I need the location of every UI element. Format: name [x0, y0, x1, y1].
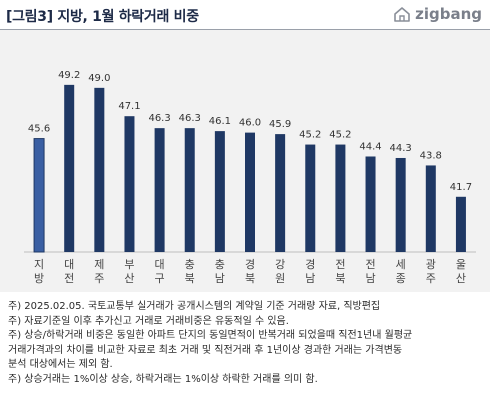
bar-highlight	[33, 138, 45, 253]
bar	[64, 84, 75, 252]
footnote-line: 주) 자료기준일 이후 추가신고 거래로 거래비중은 유동적일 수 있음.	[8, 315, 289, 327]
data-label: 45.2	[299, 130, 321, 141]
bar	[365, 156, 376, 252]
data-label: 46.0	[239, 118, 261, 129]
house-outline-icon	[394, 7, 410, 22]
bar	[455, 196, 466, 252]
data-label: 49.2	[58, 70, 80, 81]
bar	[275, 134, 286, 252]
data-label: 45.2	[329, 130, 351, 141]
footnote-line: 거래가격과의 차이를 비교한 자료로 최초 거래 및 직전거래 후 1년이상 경…	[8, 344, 403, 356]
bar	[425, 165, 436, 252]
data-label: 45.9	[269, 119, 291, 130]
zigbang-logo: zigbang	[393, 5, 482, 23]
data-label: 45.6	[28, 124, 50, 135]
footnote-line: 주) 상승/하락거래 비중은 동일한 아파트 단지의 동일면적이 반복거래 되었…	[8, 330, 413, 342]
data-label: 46.1	[209, 116, 231, 127]
bar	[184, 128, 195, 252]
footnote-line: 주) 2025.02.05. 국토교통부 실거래가 공개시스템의 계약일 기준 …	[8, 301, 381, 312]
data-label: 44.4	[359, 141, 381, 152]
chart-title: [그림3] 지방, 1월 하락거래 비중	[6, 9, 199, 25]
data-label: 43.8	[420, 150, 442, 161]
bar	[335, 144, 346, 252]
bar-chart: 45.6 지 방 49.2 대 전 49.0 제 주 47.1 부 산 46.3 대 구 46.3 충 북 46.1…	[0, 30, 490, 292]
bar	[245, 132, 255, 252]
data-label: 44.3	[390, 143, 412, 154]
bar	[305, 144, 316, 252]
bar	[214, 131, 225, 252]
data-label: 49.0	[88, 73, 110, 84]
data-label: 41.7	[450, 182, 472, 193]
bar-chart-svg: 45.6 지 방 49.2 대 전 49.0 제 주 47.1 부 산 46.3 대 구 46.3 충 북 46.1…	[24, 70, 476, 285]
bar	[124, 116, 135, 252]
logo-text: zigbang	[415, 5, 482, 23]
data-label: 46.3	[148, 113, 170, 124]
data-label: 46.3	[179, 113, 201, 124]
header: [그림3] 지방, 1월 하락거래 비중 zigbang	[0, 0, 490, 30]
footnote-line: 주) 상승거래는 1%이상 상승, 하락거래는 1%이상 하락한 거래를 의미 …	[8, 373, 318, 385]
data-label: 47.1	[118, 101, 140, 112]
footnote-line: 분석 대상에서는 제외 함.	[8, 359, 113, 371]
title-divider	[0, 29, 490, 30]
bar	[154, 128, 165, 252]
footnotes: 주) 2025.02.05. 국토교통부 실거래가 공개시스템의 계약일 기준 …	[8, 300, 486, 388]
bar	[395, 157, 406, 252]
bar	[94, 87, 105, 252]
